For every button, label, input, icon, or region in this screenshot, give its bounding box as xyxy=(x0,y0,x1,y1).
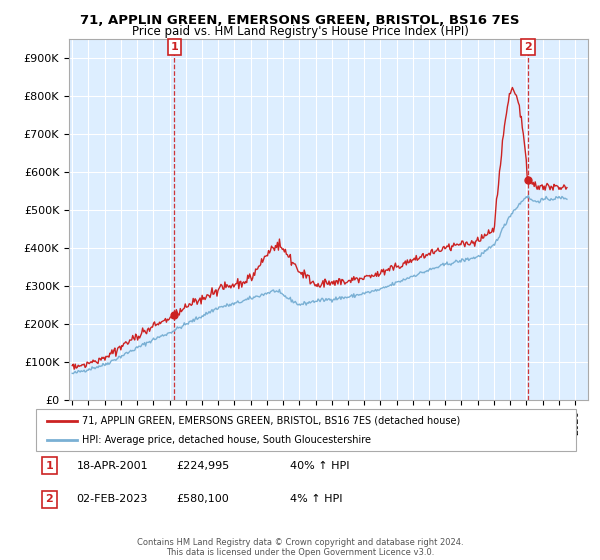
Text: 2: 2 xyxy=(46,494,53,505)
Text: 1: 1 xyxy=(46,461,53,471)
Text: 40% ↑ HPI: 40% ↑ HPI xyxy=(290,461,349,471)
Text: Price paid vs. HM Land Registry's House Price Index (HPI): Price paid vs. HM Land Registry's House … xyxy=(131,25,469,38)
FancyBboxPatch shape xyxy=(36,409,576,451)
Text: 2: 2 xyxy=(524,42,532,52)
Text: 71, APPLIN GREEN, EMERSONS GREEN, BRISTOL, BS16 7ES (detached house): 71, APPLIN GREEN, EMERSONS GREEN, BRISTO… xyxy=(82,416,460,426)
Text: 71, APPLIN GREEN, EMERSONS GREEN, BRISTOL, BS16 7ES: 71, APPLIN GREEN, EMERSONS GREEN, BRISTO… xyxy=(80,14,520,27)
Text: £224,995: £224,995 xyxy=(176,461,230,471)
Text: 02-FEB-2023: 02-FEB-2023 xyxy=(77,494,148,505)
Text: £580,100: £580,100 xyxy=(176,494,229,505)
Text: Contains HM Land Registry data © Crown copyright and database right 2024.
This d: Contains HM Land Registry data © Crown c… xyxy=(137,538,463,557)
Text: 18-APR-2001: 18-APR-2001 xyxy=(77,461,148,471)
Text: 4% ↑ HPI: 4% ↑ HPI xyxy=(290,494,342,505)
Text: 1: 1 xyxy=(170,42,178,52)
Text: HPI: Average price, detached house, South Gloucestershire: HPI: Average price, detached house, Sout… xyxy=(82,435,371,445)
